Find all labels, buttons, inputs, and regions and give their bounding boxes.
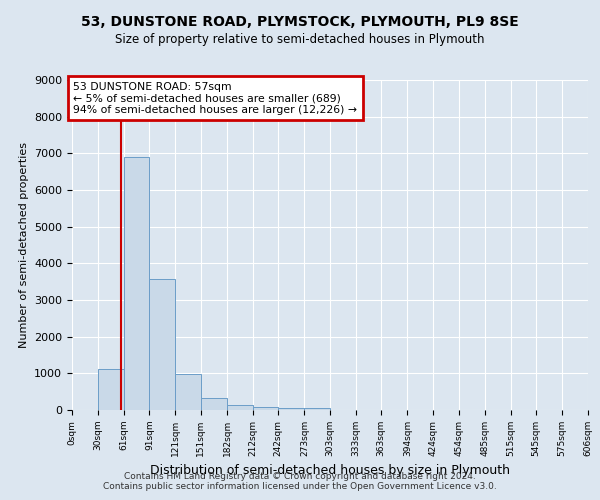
Bar [227, 405, 253, 410]
Bar [98, 368, 124, 410]
Text: 53, DUNSTONE ROAD, PLYMSTOCK, PLYMOUTH, PL9 8SE: 53, DUNSTONE ROAD, PLYMSTOCK, PLYMOUTH, … [81, 15, 519, 29]
Bar [175, 374, 200, 410]
Bar [304, 408, 330, 410]
Text: 53 DUNSTONE ROAD: 57sqm
← 5% of semi-detached houses are smaller (689)
94% of se: 53 DUNSTONE ROAD: 57sqm ← 5% of semi-det… [73, 82, 357, 115]
Bar [149, 280, 175, 410]
Bar [124, 158, 149, 410]
Bar [200, 398, 227, 410]
Y-axis label: Number of semi-detached properties: Number of semi-detached properties [19, 142, 29, 348]
X-axis label: Distribution of semi-detached houses by size in Plymouth: Distribution of semi-detached houses by … [150, 464, 510, 477]
Bar [253, 407, 278, 410]
Text: Size of property relative to semi-detached houses in Plymouth: Size of property relative to semi-detach… [115, 32, 485, 46]
Text: Contains public sector information licensed under the Open Government Licence v3: Contains public sector information licen… [103, 482, 497, 491]
Text: Contains HM Land Registry data © Crown copyright and database right 2024.: Contains HM Land Registry data © Crown c… [124, 472, 476, 481]
Bar [278, 408, 304, 410]
